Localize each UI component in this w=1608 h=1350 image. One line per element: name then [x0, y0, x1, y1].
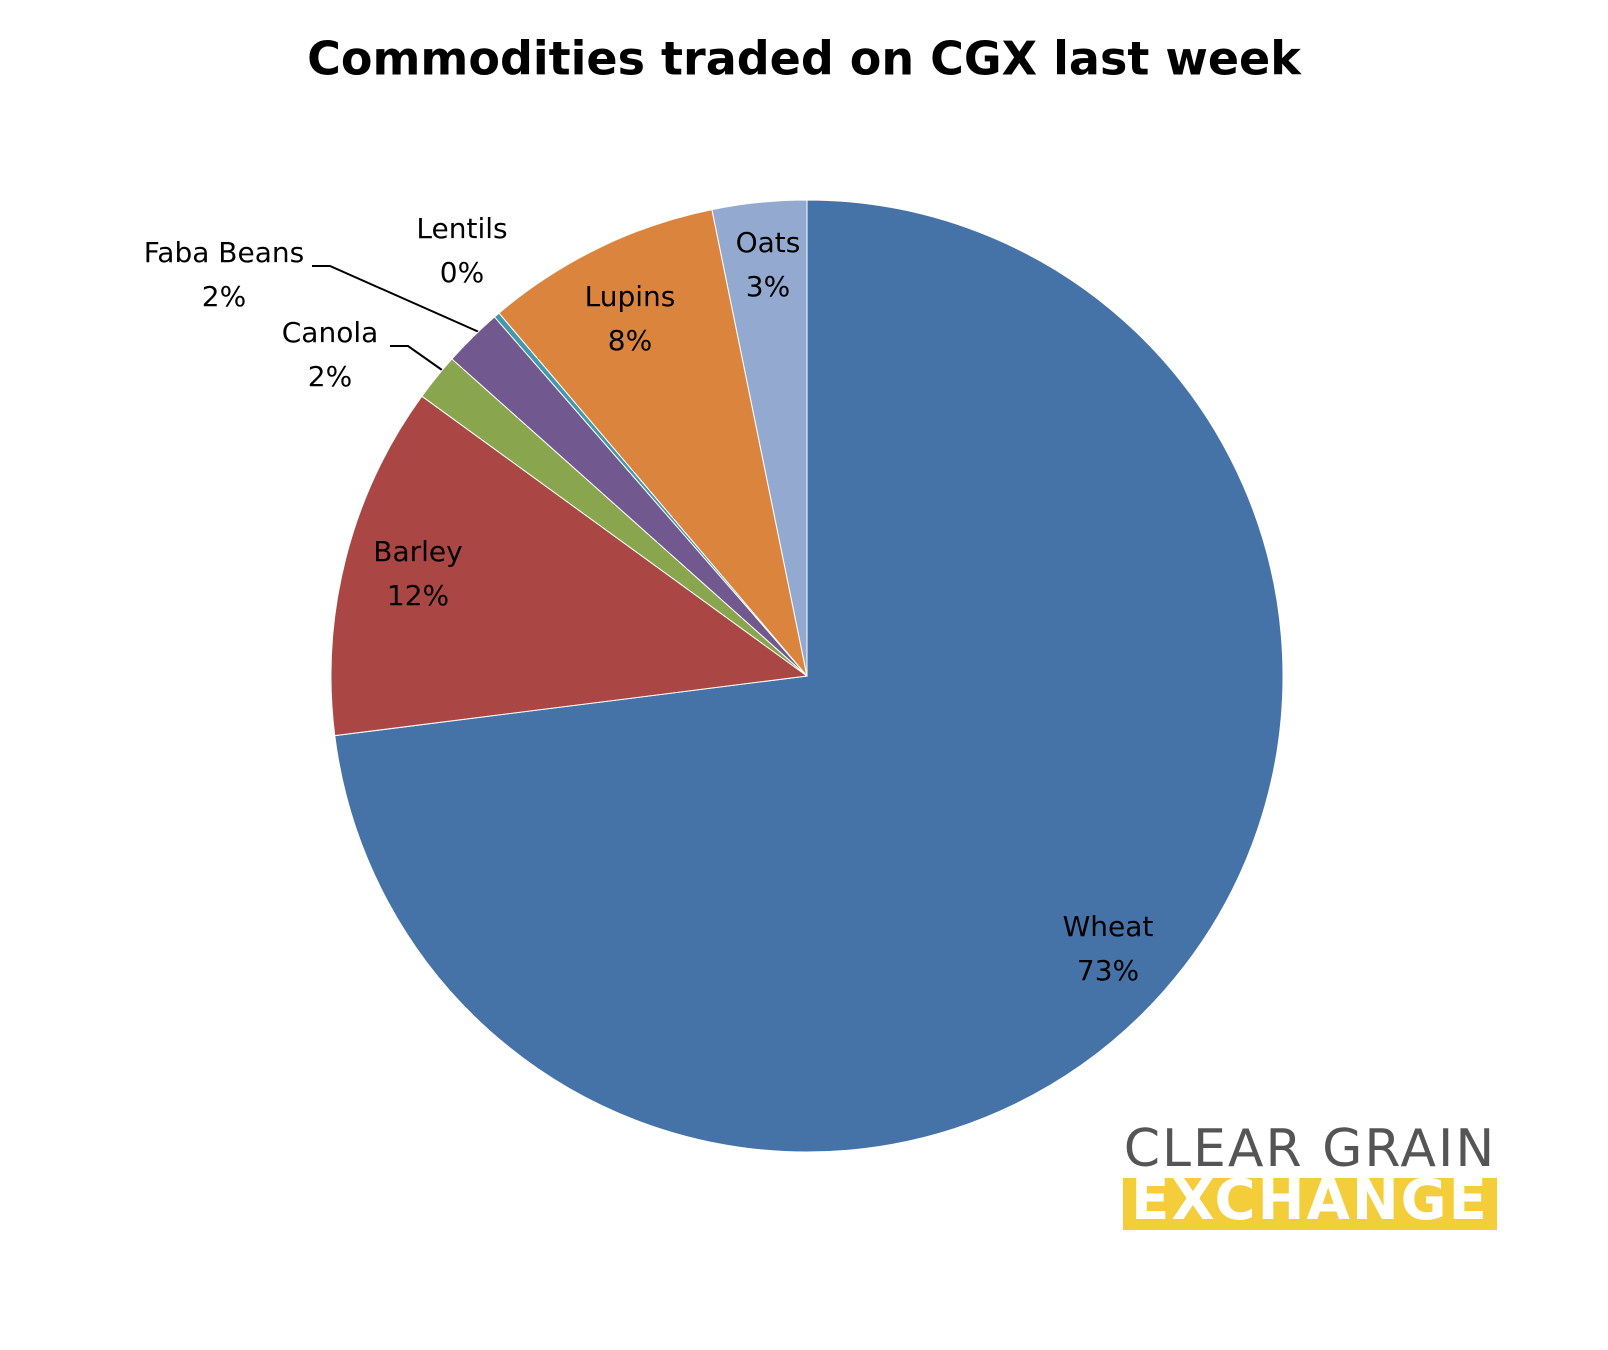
logo-band	[1123, 1178, 1497, 1230]
pie-slice	[334, 199, 1284, 1153]
slice-label: Barley	[373, 535, 462, 568]
slice-value-label: 3%	[746, 270, 790, 303]
slice-value-label: 2%	[202, 280, 246, 313]
leader-line	[312, 265, 480, 333]
logo-text: EXCHANGE	[1131, 1168, 1489, 1233]
slice-label: Oats	[736, 226, 801, 259]
slice-label: Wheat	[1063, 910, 1154, 943]
pie-slice	[498, 208, 808, 677]
slice-value-label: 2%	[308, 360, 352, 393]
labels: Wheat 73% Barley 12% Canola 2% Faba Beans 2% Len…	[144, 212, 1154, 987]
slice-value-label: 12%	[387, 579, 449, 612]
slice-value-label: 0%	[440, 256, 484, 289]
slice-label: Lentils	[416, 212, 507, 245]
slice-label: Canola	[282, 316, 379, 349]
pie	[330, 199, 1284, 1153]
pie-slice	[330, 395, 809, 737]
slice-label: Faba Beans	[144, 236, 304, 269]
slice-value-label: 73%	[1077, 954, 1139, 987]
pie-slice	[711, 199, 808, 677]
slice-value-label: 8%	[608, 324, 652, 357]
chart-title: Commodities traded on CGX last week	[307, 32, 1302, 86]
slice-label: Lupins	[585, 280, 676, 313]
leader-line	[390, 345, 443, 371]
logo-text: CLEAR GRAIN	[1124, 1119, 1497, 1179]
